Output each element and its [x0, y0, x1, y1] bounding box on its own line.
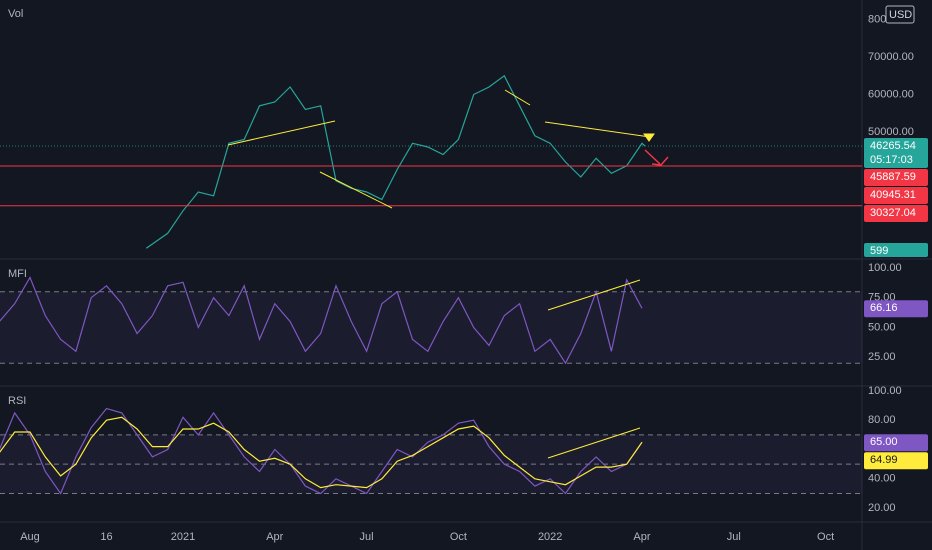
trendline — [547, 279, 641, 311]
trendline — [319, 171, 393, 209]
trendline — [227, 120, 336, 146]
drawings — [227, 89, 655, 459]
price-tag — [864, 243, 928, 257]
x-tick-label: Apr — [633, 531, 650, 543]
x-tick-label: Oct — [450, 531, 467, 543]
price-tag-label: 40945.31 — [870, 189, 916, 201]
arrow-head — [651, 156, 669, 166]
y-tick-label: 60000.00 — [868, 88, 914, 100]
y-tick-label: 50.00 — [868, 321, 896, 333]
price-tag — [864, 300, 928, 318]
plot-layer — [0, 74, 862, 495]
y-tick-label: 40.00 — [868, 473, 896, 485]
price-tag-label: 65.00 — [870, 436, 898, 448]
arrow — [644, 149, 669, 166]
price-tag — [864, 187, 928, 205]
x-tick-label: 2021 — [171, 531, 195, 543]
arrow-shaft — [644, 149, 661, 165]
price-tag — [864, 138, 928, 169]
y-tick-label: 100.00 — [868, 385, 902, 397]
trendline — [547, 427, 641, 459]
series-line — [0, 276, 643, 365]
price-tag — [864, 434, 928, 452]
band — [0, 291, 862, 364]
series-line — [145, 74, 646, 249]
x-tick-label: Oct — [817, 531, 834, 543]
price-tag — [864, 169, 928, 187]
panel-title: RSI — [8, 395, 26, 407]
trendline — [504, 89, 531, 106]
panel-title: MFI — [8, 268, 27, 280]
series-line — [0, 416, 643, 489]
x-tick-label: Jul — [727, 531, 741, 543]
x-tick-label: 16 — [100, 531, 112, 543]
y-tick-label: 20.00 — [868, 502, 896, 514]
y-tick-label: 80.00 — [868, 414, 896, 426]
label-layer: Vol50000.0060000.0070000.0080000.0046265… — [8, 5, 928, 543]
price-tag — [864, 205, 928, 223]
y-tick-label: 50000.00 — [868, 126, 914, 138]
x-tick-label: 2022 — [538, 531, 562, 543]
x-tick-label: Aug — [20, 531, 40, 543]
price-tag-label: 30327.04 — [870, 207, 916, 219]
price-tag — [864, 452, 928, 470]
currency-box — [885, 5, 915, 24]
series-line — [0, 407, 643, 495]
panel-title: Vol — [8, 8, 23, 20]
price-tag-label: 66.16 — [870, 302, 898, 314]
x-tick-label: Apr — [266, 531, 283, 543]
price-tag-label: 64.99 — [870, 454, 898, 466]
y-tick-label: 100.00 — [868, 262, 902, 274]
price-tag-label: 45887.59 — [870, 171, 916, 183]
price-tag-label: 46265.54 — [870, 140, 916, 152]
y-tick-label: 70000.00 — [868, 51, 914, 63]
marker — [643, 133, 655, 142]
price-tag-label: 599 — [870, 245, 888, 257]
currency: USD — [889, 9, 912, 21]
y-tick-label: 25.00 — [868, 351, 896, 363]
x-tick-label: Jul — [360, 531, 374, 543]
countdown: 05:17:03 — [870, 154, 913, 166]
trendline — [544, 121, 651, 138]
